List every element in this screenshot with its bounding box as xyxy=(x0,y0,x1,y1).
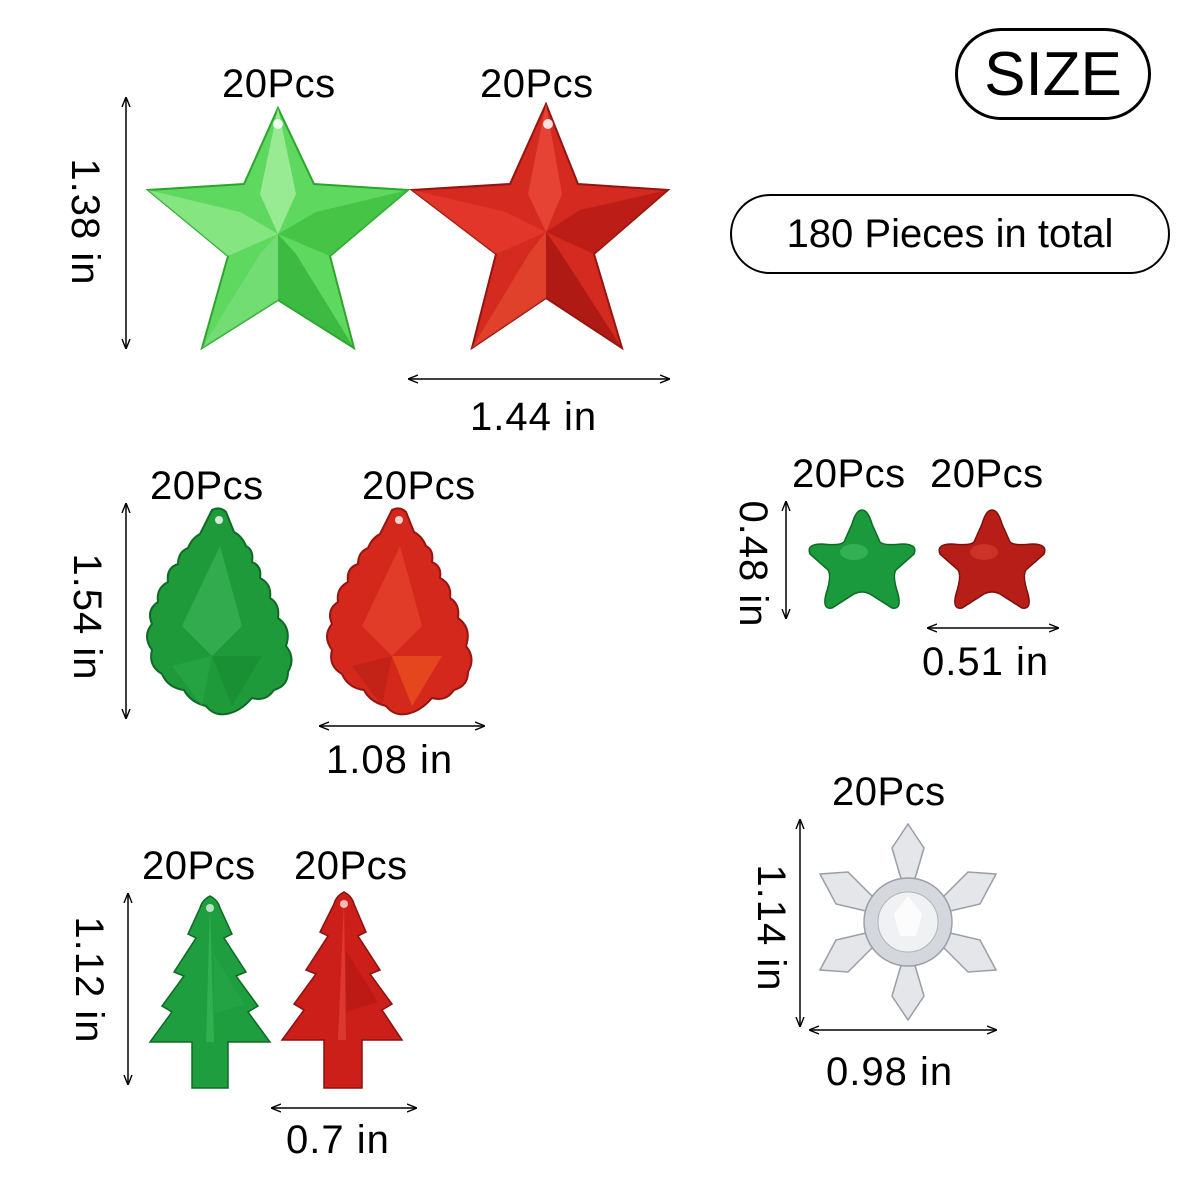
small-star-width-arrow xyxy=(926,618,1060,638)
red-star-pendant-icon xyxy=(409,101,671,351)
leaf-width-arrow xyxy=(318,716,486,736)
big-star-red-count: 20Pcs xyxy=(480,62,594,106)
tree-green-count: 20Pcs xyxy=(142,844,256,888)
leaf-red-count: 20Pcs xyxy=(362,464,476,508)
leaf-green-count: 20Pcs xyxy=(150,464,264,508)
small-star-height-arrow xyxy=(776,500,796,620)
snowflake-height-arrow xyxy=(790,818,810,1028)
tree-width-label: 0.7 in xyxy=(286,1118,390,1162)
tree-width-arrow xyxy=(270,1098,418,1118)
tree-height-arrow xyxy=(118,892,138,1086)
small-star-height-label: 0.48 in xyxy=(731,500,775,628)
small-star-width-label: 0.51 in xyxy=(922,640,1050,684)
snowflake-width-label: 0.98 in xyxy=(826,1050,954,1094)
big-star-height-arrow xyxy=(116,96,136,350)
tree-red-count: 20Pcs xyxy=(294,844,408,888)
leaf-width-label: 1.08 in xyxy=(326,738,454,782)
snowflake-height-label: 1.14 in xyxy=(749,864,793,992)
total-badge-text: 180 Pieces in total xyxy=(786,211,1114,256)
red-tree-pendant-icon xyxy=(280,891,404,1089)
size-badge: SIZE xyxy=(955,28,1151,120)
small-green-star-icon xyxy=(808,509,916,609)
green-tree-pendant-icon xyxy=(148,895,272,1089)
snowflake-pendant-icon xyxy=(818,822,998,1022)
snowflake-width-arrow xyxy=(808,1020,998,1040)
total-badge: 180 Pieces in total xyxy=(730,194,1170,274)
size-badge-text: SIZE xyxy=(984,39,1122,109)
leaf-height-label: 1.54 in xyxy=(65,553,109,681)
big-star-green-count: 20Pcs xyxy=(222,62,336,106)
big-star-height-label: 1.38 in xyxy=(63,158,107,286)
green-leaf-pendant-icon xyxy=(146,507,293,716)
small-red-star-icon xyxy=(938,509,1046,609)
snowflake-count: 20Pcs xyxy=(832,770,946,814)
big-star-width-label: 1.44 in xyxy=(470,395,598,439)
big-star-width-arrow xyxy=(407,369,671,389)
small-star-red-count: 20Pcs xyxy=(930,452,1044,496)
green-star-pendant-icon xyxy=(145,105,411,351)
tree-height-label: 1.12 in xyxy=(67,916,111,1044)
red-leaf-pendant-icon xyxy=(326,507,473,716)
small-star-green-count: 20Pcs xyxy=(792,452,906,496)
leaf-height-arrow xyxy=(116,502,136,720)
